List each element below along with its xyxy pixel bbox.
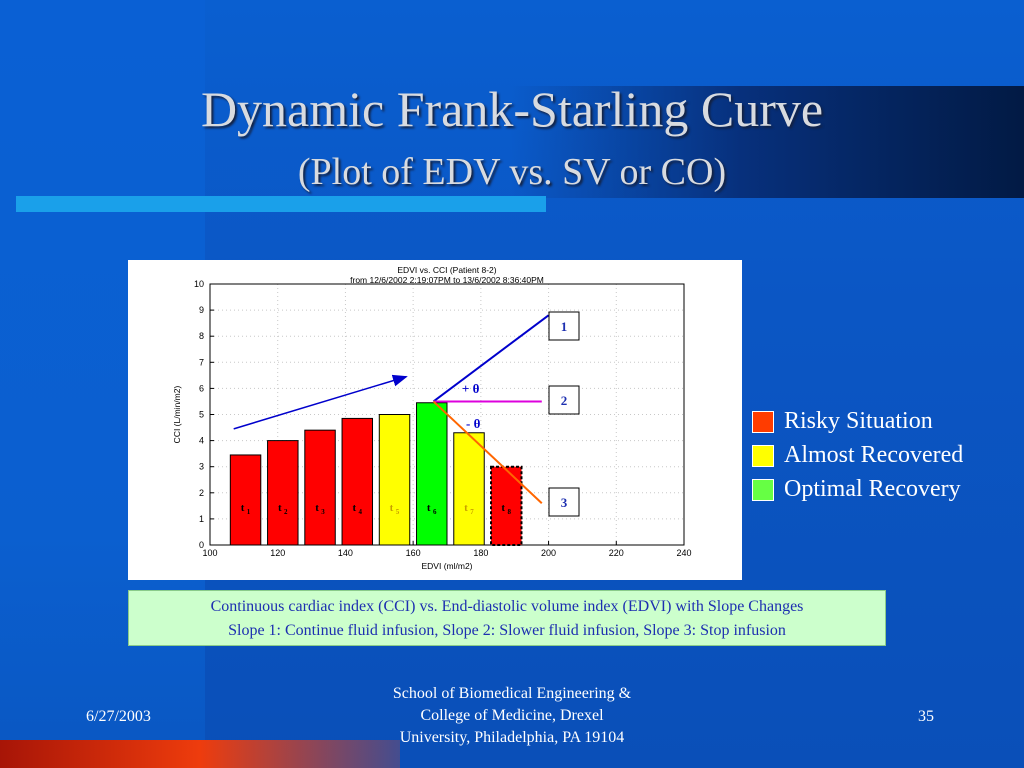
y-tick-label: 1 xyxy=(199,514,204,524)
legend-swatch-risky xyxy=(752,411,774,433)
bar-t2 xyxy=(267,440,299,546)
bar-label-sub-t7: 7 xyxy=(470,508,474,516)
y-tick-label: 4 xyxy=(199,436,204,446)
bar-label-t3: t xyxy=(315,502,319,514)
bar-t6 xyxy=(416,402,448,546)
caption-line-2: Slope 1: Continue fluid infusion, Slope … xyxy=(228,622,786,639)
y-tick-label: 5 xyxy=(199,410,204,420)
slope-box-2 xyxy=(548,385,580,415)
x-axis-label: EDVI (ml/m2) xyxy=(422,561,473,571)
x-tick-label: 100 xyxy=(202,548,217,558)
title-underline-bar xyxy=(16,196,546,212)
caption-line-1: Continuous cardiac index (CCI) vs. End-d… xyxy=(210,598,804,615)
bar-t4 xyxy=(341,417,374,546)
y-tick-label: 0 xyxy=(199,540,204,550)
page-number: 35 xyxy=(918,708,934,725)
chart-subtitle: from 12/6/2002 2:19:07PM to 13/6/2002 8:… xyxy=(350,275,544,285)
bar-label-sub-t1: 1 xyxy=(247,508,251,516)
legend-swatch-optimal xyxy=(752,479,774,501)
legend-swatch-almost xyxy=(752,445,774,467)
footer-school-line-3: University, Philadelphia, PA 19104 xyxy=(399,729,625,746)
footer-accent-bar xyxy=(0,740,400,768)
bar-label-t5: t xyxy=(390,502,394,514)
x-tick-label: 180 xyxy=(473,548,488,558)
x-tick-label: 140 xyxy=(338,548,353,558)
theta-minus-annotation: - θ xyxy=(466,416,481,431)
chart-svg: 100 120 140 160 180 200 220 240 0 1 2 3 4 5 6 7 8 9 10 EDVI… xyxy=(172,265,692,571)
slide-title: Dynamic Frank-Starling Curve xyxy=(200,81,824,137)
bar-label-sub-t3: 3 xyxy=(321,508,325,516)
y-tick-label: 10 xyxy=(194,279,204,289)
y-tick-label: 2 xyxy=(199,488,204,498)
legend-label-risky: Risky Situation xyxy=(784,408,933,434)
bar-label-t8: t xyxy=(501,502,505,514)
legend-label-optimal: Optimal Recovery xyxy=(784,476,961,502)
y-tick-label: 9 xyxy=(199,305,204,315)
y-axis-label: CCI (L/min/m2) xyxy=(172,386,182,444)
theta-plus-annotation: + θ xyxy=(462,381,480,396)
footer-date: 6/27/2003 xyxy=(86,708,151,725)
bar-label-sub-t6: 6 xyxy=(433,508,437,516)
slope-box-label-2: 2 xyxy=(561,393,568,408)
chart-title: EDVI vs. CCI (Patient 8-2) xyxy=(397,265,496,275)
x-tick-label: 160 xyxy=(406,548,421,558)
title-dark-band xyxy=(510,86,1024,198)
legend-label-almost: Almost Recovered xyxy=(784,442,964,468)
slide-subtitle: (Plot of EDV vs. SV or CO) xyxy=(297,151,727,193)
bar-t5 xyxy=(378,414,411,546)
x-tick-label: 240 xyxy=(676,548,691,558)
bar-label-t6: t xyxy=(427,502,431,514)
trend-arrow xyxy=(233,374,408,430)
footer-school-line-2: College of Medicine, Drexel xyxy=(420,707,604,724)
bar-t7 xyxy=(453,432,485,546)
caption-box: Continuous cardiac index (CCI) vs. End-d… xyxy=(128,590,886,646)
bar-label-sub-t4: 4 xyxy=(359,508,363,516)
y-tick-label: 7 xyxy=(199,357,204,367)
bar-label-t4: t xyxy=(352,502,356,514)
y-tick-label: 8 xyxy=(199,331,204,341)
y-tick-label: 3 xyxy=(199,462,204,472)
chart-panel: 100 120 140 160 180 200 220 240 0 1 2 3 4 5 6 7 8 9 10 EDVI… xyxy=(128,260,742,580)
slope-line-3 xyxy=(432,400,543,504)
bar-t8 xyxy=(490,465,523,546)
slope-box-label-1: 1 xyxy=(561,319,568,334)
x-tick-label: 200 xyxy=(541,548,556,558)
bar-label-t1: t xyxy=(241,502,245,514)
footer-school-line-1: School of Biomedical Engineering & xyxy=(392,685,632,702)
slope-box-label-3: 3 xyxy=(561,495,568,510)
bar-label-t7: t xyxy=(464,502,468,514)
slope-box-3 xyxy=(548,487,580,517)
bar-label-sub-t5: 5 xyxy=(396,508,400,516)
slope-box-1 xyxy=(548,311,580,341)
slope-line-1 xyxy=(432,314,550,403)
bar-t1 xyxy=(229,454,262,546)
footer-school: School of Biomedical Engineering & Colle… xyxy=(337,683,687,749)
bar-t3 xyxy=(304,429,336,546)
bar-label-sub-t8: 8 xyxy=(508,508,512,516)
x-tick-label: 220 xyxy=(609,548,624,558)
y-tick-label: 6 xyxy=(199,383,204,393)
bar-label-sub-t2: 2 xyxy=(284,508,288,516)
bar-label-t2: t xyxy=(278,502,282,514)
x-tick-label: 120 xyxy=(270,548,285,558)
